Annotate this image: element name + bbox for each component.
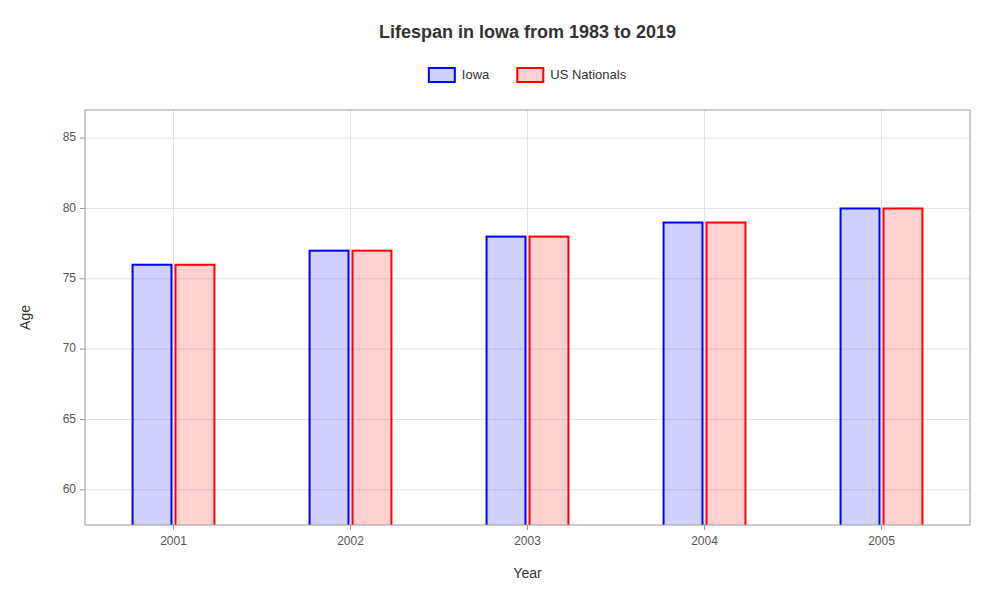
y-tick [80,489,85,490]
x-tick-label: 2001 [160,534,187,548]
bar [133,265,172,525]
y-tick [80,278,85,279]
x-tick-label: 2003 [514,534,541,548]
y-tick [80,138,85,139]
chart: 60 65 70 75 80 85 2001 2002 2003 2004 2005 Year Age L… [0,0,1000,600]
bar [841,208,880,525]
bar [176,265,215,525]
y-axis: 60 65 70 75 80 85 [63,130,85,496]
y-tick-label: 70 [63,341,77,355]
x-tick-label: 2002 [337,534,364,548]
x-tick [350,525,351,530]
grid-line-x [527,110,528,525]
legend-label: Iowa [462,67,490,82]
x-tick [704,525,705,530]
y-tick [80,349,85,350]
y-tick-label: 80 [63,201,77,215]
grid [85,110,970,525]
x-tick-label: 2005 [868,534,895,548]
grid-line-x [350,110,351,525]
y-tick-label: 65 [63,412,77,426]
legend-item: Iowa [429,67,490,82]
bar [707,223,746,525]
y-tick-label: 85 [63,130,77,144]
bars [133,208,923,525]
grid-line-x [881,110,882,525]
legend-label: US Nationals [550,67,626,82]
y-tick [80,208,85,209]
legend: Iowa US Nationals [429,67,627,82]
y-tick-label: 75 [63,271,77,285]
y-axis-title: Age [17,305,33,330]
x-tick-label: 2004 [691,534,718,548]
title: Lifespan in Iowa from 1983 to 2019 [379,22,676,42]
y-tick-label: 60 [63,482,77,496]
y-tick [80,419,85,420]
grid-line-x [173,110,174,525]
plot-frame [85,110,970,525]
chart-container: 60 65 70 75 80 85 2001 2002 2003 2004 2005 Year Age L… [0,0,1000,600]
bar [530,237,569,525]
bar [353,251,392,525]
bar [487,237,526,525]
x-tick [881,525,882,530]
grid-line-x [704,110,705,525]
x-tick [527,525,528,530]
bar [884,208,923,525]
legend-swatch [517,68,543,82]
legend-item: US Nationals [517,67,626,82]
page: {"chart_data": {"type": "bar", "title": … [0,0,1000,600]
x-axis: 2001 2002 2003 2004 2005 [160,525,895,548]
x-axis-title: Year [513,565,542,581]
legend-swatch [429,68,455,82]
x-tick [173,525,174,530]
bar [664,223,703,525]
bar [310,251,349,525]
